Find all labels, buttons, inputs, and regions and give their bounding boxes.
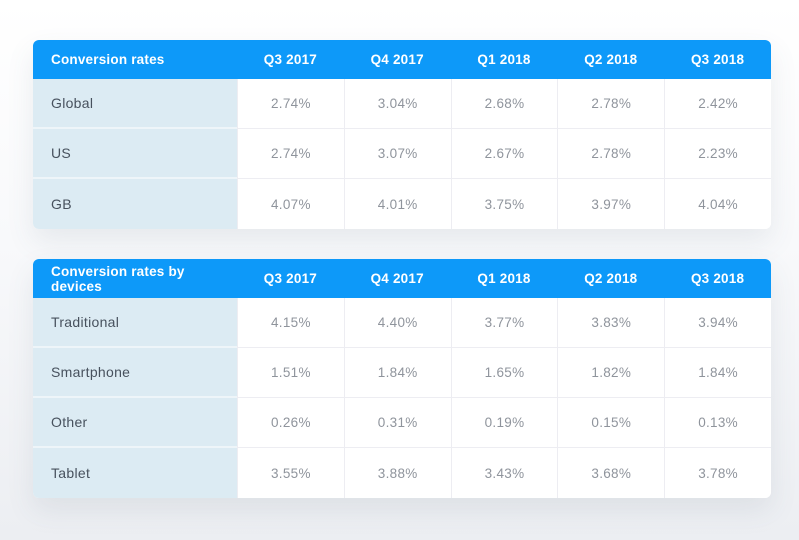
table-row: Smartphone 1.51% 1.84% 1.65% 1.82% 1.84% xyxy=(33,348,771,398)
value-cell: 3.88% xyxy=(343,448,451,498)
value-cell: 4.07% xyxy=(237,179,344,229)
row-label: Global xyxy=(33,79,237,129)
row-label: GB xyxy=(33,179,237,229)
value-cell: 1.51% xyxy=(237,348,344,398)
value-cell: 0.15% xyxy=(557,398,665,448)
column-header: Q3 2017 xyxy=(263,271,317,286)
value-cell: 4.01% xyxy=(343,179,451,229)
value-cell: 1.65% xyxy=(450,348,558,398)
row-label: Other xyxy=(33,398,237,448)
table-row: Traditional 4.15% 4.40% 3.77% 3.83% 3.94% xyxy=(33,298,771,348)
value-cell: 0.13% xyxy=(664,398,771,448)
column-header: Q4 2017 xyxy=(370,271,424,286)
column-header: Q1 2018 xyxy=(477,271,531,286)
value-cell: 3.75% xyxy=(450,179,558,229)
value-cell: 4.15% xyxy=(237,298,344,348)
column-header: Q2 2018 xyxy=(584,52,638,67)
conversion-rates-table: Conversion rates Q3 2017 Q4 2017 Q1 2018 Q2… xyxy=(33,40,771,229)
table-row: GB 4.07% 4.01% 3.75% 3.97% 4.04% xyxy=(33,179,771,229)
table-header: Conversion rates by devices Q3 2017 Q4 20… xyxy=(33,259,771,298)
value-cell: 0.26% xyxy=(237,398,344,448)
value-cell: 2.74% xyxy=(237,79,344,129)
value-cell: 2.78% xyxy=(557,129,665,179)
value-cell: 3.97% xyxy=(557,179,665,229)
table-body: Traditional 4.15% 4.40% 3.77% 3.83% 3.94% Smar… xyxy=(33,298,771,498)
value-cell: 3.83% xyxy=(557,298,665,348)
table-row: Tablet 3.55% 3.88% 3.43% 3.68% 3.78% xyxy=(33,448,771,498)
value-cell: 3.78% xyxy=(664,448,771,498)
column-header: Q1 2018 xyxy=(477,52,531,67)
row-label: Smartphone xyxy=(33,348,237,398)
table-title: Conversion rates xyxy=(51,52,165,67)
value-cell: 1.84% xyxy=(664,348,771,398)
value-cell: 2.23% xyxy=(664,129,771,179)
value-cell: 0.19% xyxy=(450,398,558,448)
column-header: Q3 2017 xyxy=(263,52,317,67)
value-cell: 1.84% xyxy=(343,348,451,398)
column-header: Q2 2018 xyxy=(584,271,638,286)
row-label: Tablet xyxy=(33,448,237,498)
row-label: Traditional xyxy=(33,298,237,348)
column-header: Q3 2018 xyxy=(690,271,745,286)
table-body: Global 2.74% 3.04% 2.68% 2.78% 2.42% US 2.74% 3.… xyxy=(33,79,771,229)
column-header: Q4 2017 xyxy=(370,52,424,67)
value-cell: 2.67% xyxy=(450,129,558,179)
row-label: US xyxy=(33,129,237,179)
value-cell: 3.77% xyxy=(450,298,558,348)
value-cell: 2.68% xyxy=(450,79,558,129)
value-cell: 3.04% xyxy=(343,79,451,129)
value-cell: 4.04% xyxy=(664,179,771,229)
table-row: Global 2.74% 3.04% 2.68% 2.78% 2.42% xyxy=(33,79,771,129)
table-row: Other 0.26% 0.31% 0.19% 0.15% 0.13% xyxy=(33,398,771,448)
value-cell: 2.78% xyxy=(557,79,665,129)
value-cell: 4.40% xyxy=(343,298,451,348)
column-header: Q3 2018 xyxy=(690,52,745,67)
table-row: US 2.74% 3.07% 2.67% 2.78% 2.23% xyxy=(33,129,771,179)
value-cell: 2.74% xyxy=(237,129,344,179)
value-cell: 3.68% xyxy=(557,448,665,498)
value-cell: 3.55% xyxy=(237,448,344,498)
value-cell: 2.42% xyxy=(664,79,771,129)
value-cell: 0.31% xyxy=(343,398,451,448)
value-cell: 3.43% xyxy=(450,448,558,498)
table-title: Conversion rates by devices xyxy=(51,263,185,294)
value-cell: 3.07% xyxy=(343,129,451,179)
value-cell: 3.94% xyxy=(664,298,771,348)
table-header: Conversion rates Q3 2017 Q4 2017 Q1 2018 Q2… xyxy=(33,40,771,79)
value-cell: 1.82% xyxy=(557,348,665,398)
conversion-rates-by-devices-table: Conversion rates by devices Q3 2017 Q4 20… xyxy=(33,259,771,498)
